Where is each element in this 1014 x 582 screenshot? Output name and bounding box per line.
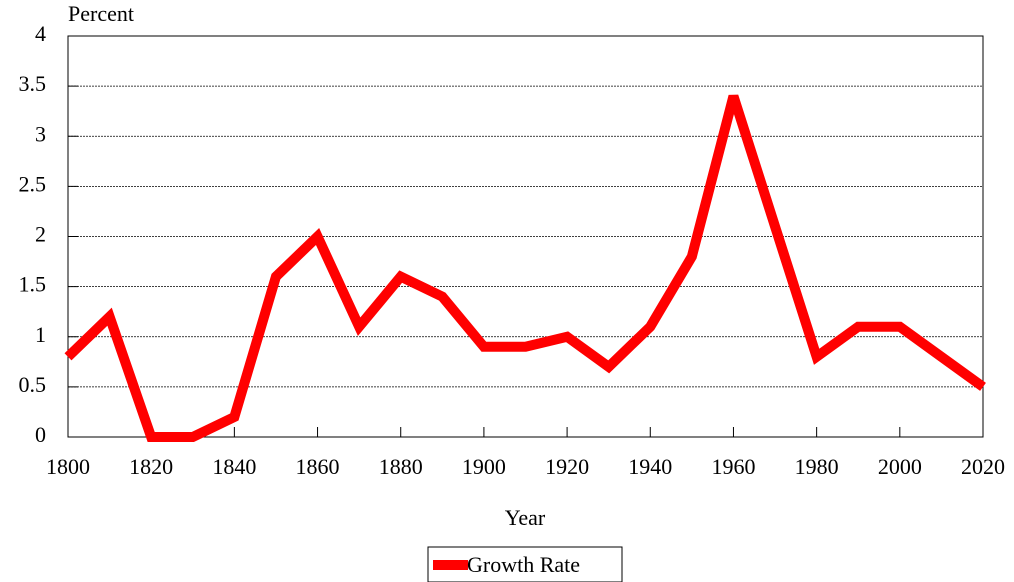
- x-tick-label: 1980: [795, 454, 839, 479]
- legend-label: Growth Rate: [467, 552, 580, 577]
- y-tick-label: 3: [35, 121, 46, 146]
- x-tick-label: 1940: [628, 454, 672, 479]
- x-tick-label: 1900: [462, 454, 506, 479]
- y-tick-label: 2.5: [19, 171, 47, 196]
- x-tick-label: 1960: [711, 454, 755, 479]
- y-tick-label: 4: [35, 21, 46, 46]
- y-tick-label: 2: [35, 222, 46, 247]
- y-tick-label: 3.5: [19, 71, 47, 96]
- plot-frame: [67, 35, 984, 438]
- x-tick-label: 1820: [129, 454, 173, 479]
- data-line: [64, 94, 986, 442]
- y-tick-label: 0.5: [19, 372, 47, 397]
- x-tick-label: 1800: [46, 454, 90, 479]
- y-tick-label: 0: [35, 422, 46, 447]
- y-tick-label: 1: [35, 322, 46, 347]
- x-axis-label: Year: [505, 505, 546, 530]
- y-tick-label: 1.5: [19, 272, 47, 297]
- y-axis-label: Percent: [68, 1, 134, 26]
- x-tick-label: 2000: [878, 454, 922, 479]
- x-tick-label: 1920: [545, 454, 589, 479]
- x-tick-label: 1880: [379, 454, 423, 479]
- x-tick-label: 1840: [212, 454, 256, 479]
- x-tick-label: 2020: [961, 454, 1005, 479]
- x-tick-label: 1860: [296, 454, 340, 479]
